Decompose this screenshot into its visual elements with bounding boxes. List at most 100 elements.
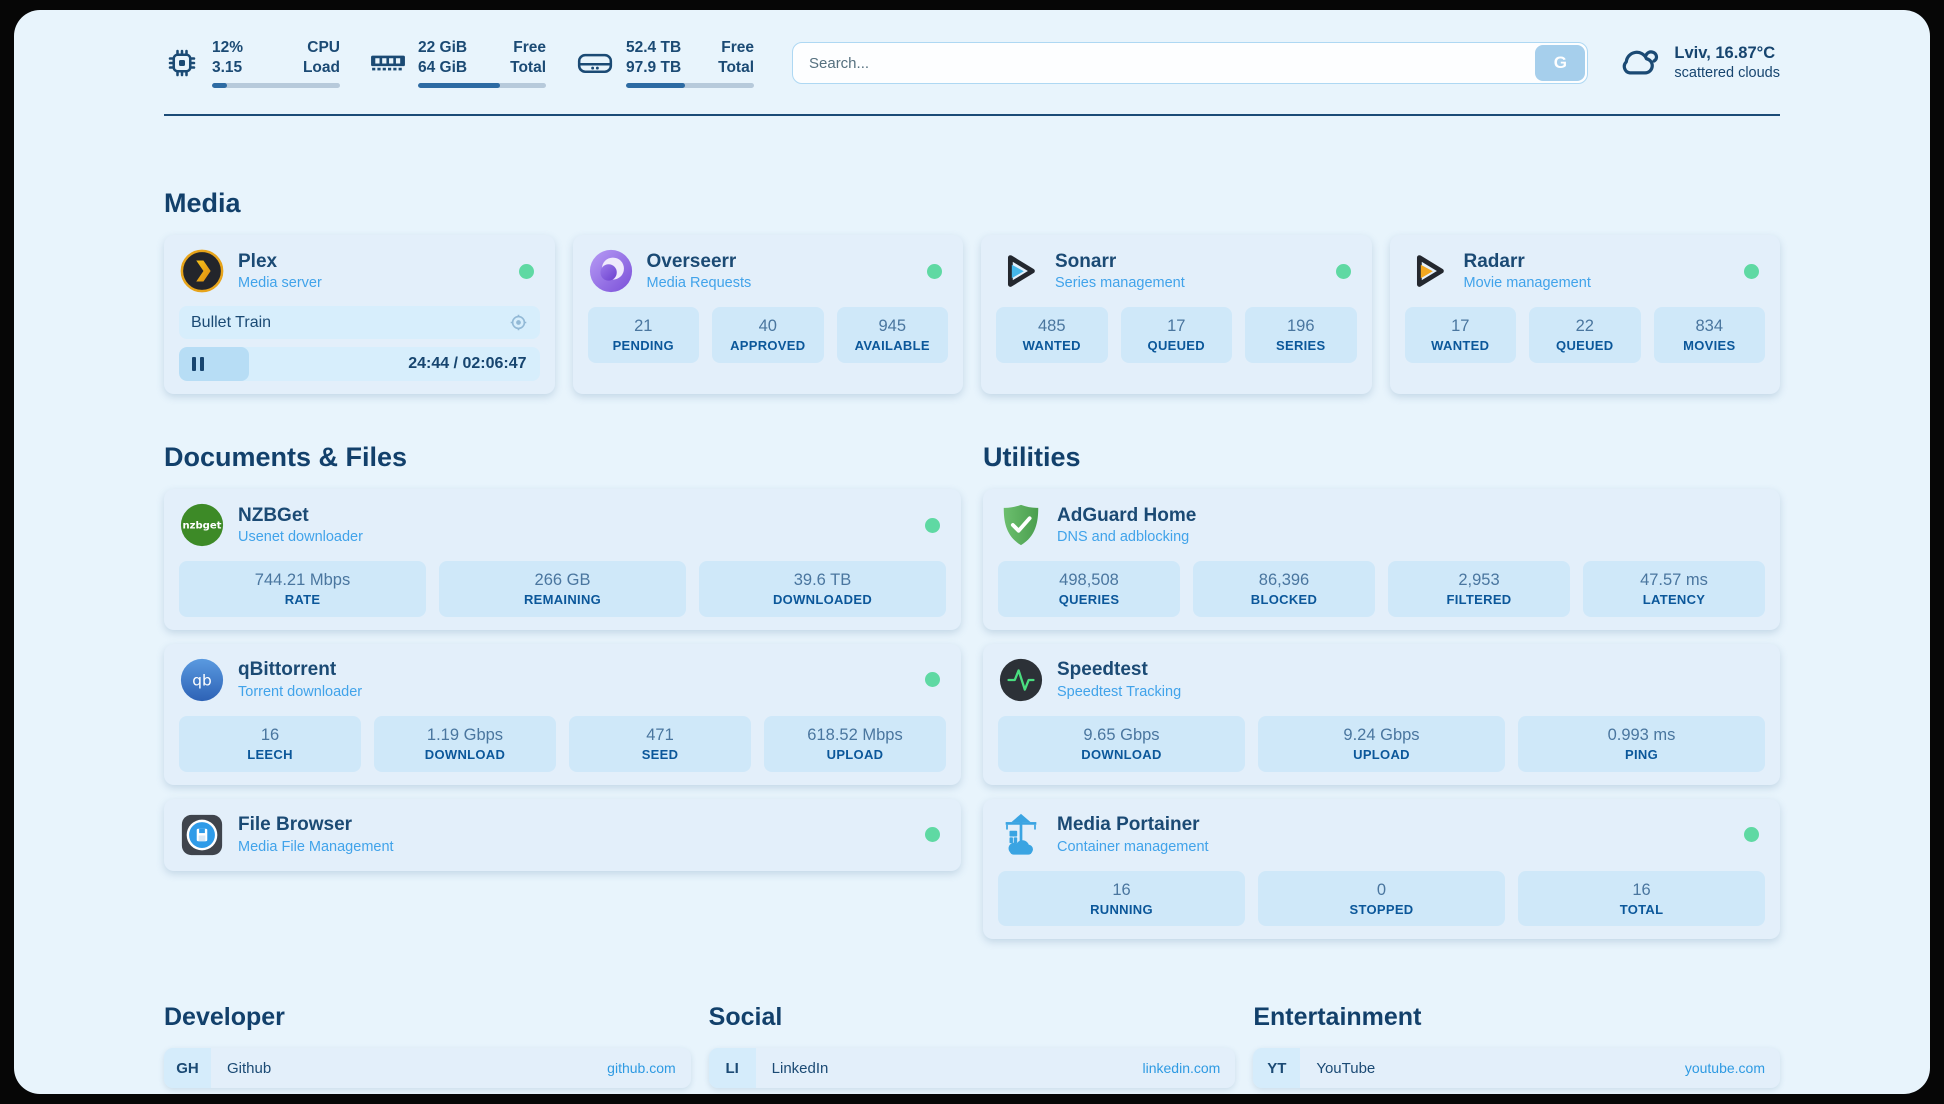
app-subtitle: Speedtest Tracking bbox=[1057, 684, 1182, 701]
qbittorrent-icon: qb bbox=[179, 657, 225, 703]
stat-value: 485 bbox=[1037, 317, 1066, 335]
app-card-media-portainer[interactable]: Media Portainer Container management 16 RUN… bbox=[983, 798, 1780, 940]
stat-label-line: Total bbox=[718, 59, 754, 76]
playback-progress-bar[interactable]: 24:44 / 02:06:47 bbox=[179, 347, 540, 381]
app-card-overseerr[interactable]: Overseerr Media Requests 21 PENDING 40 APPROV… bbox=[572, 235, 963, 394]
app-subtitle: Media Requests bbox=[646, 275, 752, 292]
app-title: Speedtest bbox=[1057, 659, 1148, 681]
bookmark-link-youtube[interactable]: YT YouTube youtube.com bbox=[1253, 1048, 1780, 1089]
app-card-nzbget[interactable]: nzbget NZBGet Usenet downloader 744.21 Mbps… bbox=[164, 489, 961, 630]
app-stats-row: 16 LEECH 1.19 Gbps DOWNLOAD 471 SEED 618.52 Mb… bbox=[179, 715, 946, 772]
stat-box-approved: 40 APPROVED bbox=[712, 307, 824, 363]
stat-value-line: 12% bbox=[212, 38, 244, 56]
gear-icon[interactable] bbox=[509, 313, 528, 332]
bookmark-link-github[interactable]: GH Github github.com bbox=[164, 1048, 691, 1089]
app-stats-row: 9.65 Gbps DOWNLOAD 9.24 Gbps UPLOAD 0.993 ms… bbox=[998, 715, 1765, 772]
now-playing-row: Bullet Train bbox=[179, 306, 540, 339]
stat-value: 86,396 bbox=[1258, 571, 1310, 589]
stat-label: MOVIES bbox=[1683, 338, 1736, 354]
bookmark-group-title: Entertainment bbox=[1253, 1003, 1422, 1032]
stat-label: APPROVED bbox=[730, 338, 806, 354]
stat-value: 471 bbox=[646, 725, 674, 744]
stat-box-queries: 498,508 QUERIES bbox=[998, 561, 1180, 617]
stat-label: BLOCKED bbox=[1250, 592, 1318, 608]
stat-value-line: 64 GiB bbox=[418, 59, 468, 76]
stat-value: 47.57 ms bbox=[1640, 571, 1708, 589]
speedtest-icon bbox=[998, 657, 1044, 703]
bookmark-group-title: Developer bbox=[164, 1003, 285, 1032]
online-status-dot bbox=[925, 517, 940, 533]
bookmark-url: youtube.com bbox=[1684, 1060, 1765, 1077]
app-subtitle: Series management bbox=[1055, 275, 1185, 292]
stat-box-download: 1.19 Gbps DOWNLOAD bbox=[374, 715, 556, 772]
stat-value: 196 bbox=[1286, 317, 1315, 335]
portainer-icon bbox=[998, 812, 1044, 858]
stat-value: 2,953 bbox=[1458, 571, 1500, 589]
stat-box-download: 9.65 Gbps DOWNLOAD bbox=[998, 715, 1245, 772]
bookmark-url: github.com bbox=[607, 1060, 676, 1077]
online-status-dot bbox=[925, 672, 940, 688]
stat-box-leech: 16 LEECH bbox=[179, 715, 361, 772]
stat-label-line: Free bbox=[721, 38, 754, 56]
online-status-dot bbox=[925, 827, 940, 843]
search-go-button[interactable]: G bbox=[1535, 45, 1586, 81]
usage-progress-bar bbox=[418, 83, 546, 89]
stat-box-available: 945 AVAILABLE bbox=[836, 307, 948, 363]
stat-value-line: 97.9 TB bbox=[626, 59, 682, 76]
usage-progress-bar bbox=[626, 83, 754, 89]
app-card-radarr[interactable]: Radarr Movie management 17 WANTED 22 QUEUED 83… bbox=[1389, 235, 1780, 394]
app-card-qbittorrent[interactable]: qb qBittorrent Torrent downloader 16 LEECH 1.… bbox=[164, 643, 961, 785]
stat-label: TOTAL bbox=[1619, 901, 1664, 917]
stat-value: 9.24 Gbps bbox=[1343, 725, 1420, 744]
stat-label: RATE bbox=[284, 592, 321, 608]
stat-label: DOWNLOAD bbox=[1081, 747, 1162, 763]
app-card-sonarr[interactable]: Sonarr Series management 485 WANTED 17 QUEUED… bbox=[981, 235, 1372, 394]
stat-value: 9.65 Gbps bbox=[1083, 725, 1160, 744]
app-card-plex[interactable]: Plex Media server Bullet Train 24:44 / 02:0… bbox=[164, 235, 555, 394]
bookmark-group-developer: DeveloperGHGithubgithub.comSOStackOverfl… bbox=[164, 1003, 691, 1094]
online-status-dot bbox=[927, 263, 942, 279]
playback-time: 24:44 / 02:06:47 bbox=[408, 355, 527, 372]
bookmark-link-linkedin[interactable]: LI LinkedIn linkedin.com bbox=[708, 1048, 1236, 1089]
header-divider bbox=[164, 114, 1780, 116]
search-input[interactable] bbox=[792, 42, 1589, 84]
stat-value: 0.993 ms bbox=[1607, 725, 1676, 744]
stat-box-total: 16 TOTAL bbox=[1518, 870, 1765, 927]
stat-box-downloaded: 39.6 TB DOWNLOADED bbox=[699, 561, 946, 617]
app-title: File Browser bbox=[238, 814, 353, 836]
stat-label: QUEUED bbox=[1556, 338, 1614, 354]
app-subtitle: Movie management bbox=[1463, 275, 1591, 292]
app-card-file-browser[interactable]: File Browser Media File Management bbox=[164, 798, 961, 871]
app-subtitle: Media File Management bbox=[238, 838, 394, 855]
radarr-icon bbox=[1405, 248, 1451, 294]
stat-label: WANTED bbox=[1022, 338, 1081, 354]
stat-label: DOWNLOAD bbox=[424, 747, 506, 763]
now-playing-widget: Bullet Train 24:44 / 02:06:47 bbox=[179, 306, 540, 381]
weather-location-temp: Lviv, 16.87°C bbox=[1674, 43, 1776, 62]
search-bar: G bbox=[792, 42, 1589, 84]
stat-box-queued: 22 QUEUED bbox=[1529, 307, 1641, 363]
stat-label: DOWNLOADED bbox=[772, 592, 873, 608]
sonarr-icon bbox=[996, 248, 1042, 294]
app-card-adguard-home[interactable]: AdGuard Home DNS and adblocking 498,508 QUE… bbox=[983, 489, 1780, 630]
stat-value: 16 bbox=[260, 725, 280, 744]
pause-icon[interactable] bbox=[192, 357, 204, 371]
stat-label: LATENCY bbox=[1642, 592, 1706, 608]
nzbget-icon: nzbget bbox=[179, 502, 225, 548]
stat-label: REMAINING bbox=[523, 592, 602, 608]
now-playing-title: Bullet Train bbox=[191, 313, 272, 331]
stat-box-ping: 0.993 ms PING bbox=[1518, 715, 1765, 772]
stat-value: 0 bbox=[1376, 880, 1387, 899]
stat-value: 40 bbox=[758, 317, 777, 335]
app-title: Media Portainer bbox=[1057, 814, 1200, 836]
filebrowser-icon bbox=[179, 812, 225, 858]
bookmark-abbr-badge: GH bbox=[164, 1048, 211, 1089]
stat-value: 39.6 TB bbox=[793, 571, 852, 589]
stat-box-wanted: 17 WANTED bbox=[1404, 307, 1516, 363]
app-stats-row: 485 WANTED 17 QUEUED 196 SERIES bbox=[996, 307, 1357, 363]
disk-icon bbox=[576, 47, 614, 79]
stat-value-line: 3.15 bbox=[212, 59, 243, 76]
dashboard-page: 12% 3.15 CPU Load 22 GiB 64 GiB Free Total 52.4 … bbox=[14, 10, 1930, 1094]
app-title: qBittorrent bbox=[238, 659, 337, 681]
app-card-speedtest[interactable]: Speedtest Speedtest Tracking 9.65 Gbps DOWN… bbox=[983, 643, 1780, 785]
